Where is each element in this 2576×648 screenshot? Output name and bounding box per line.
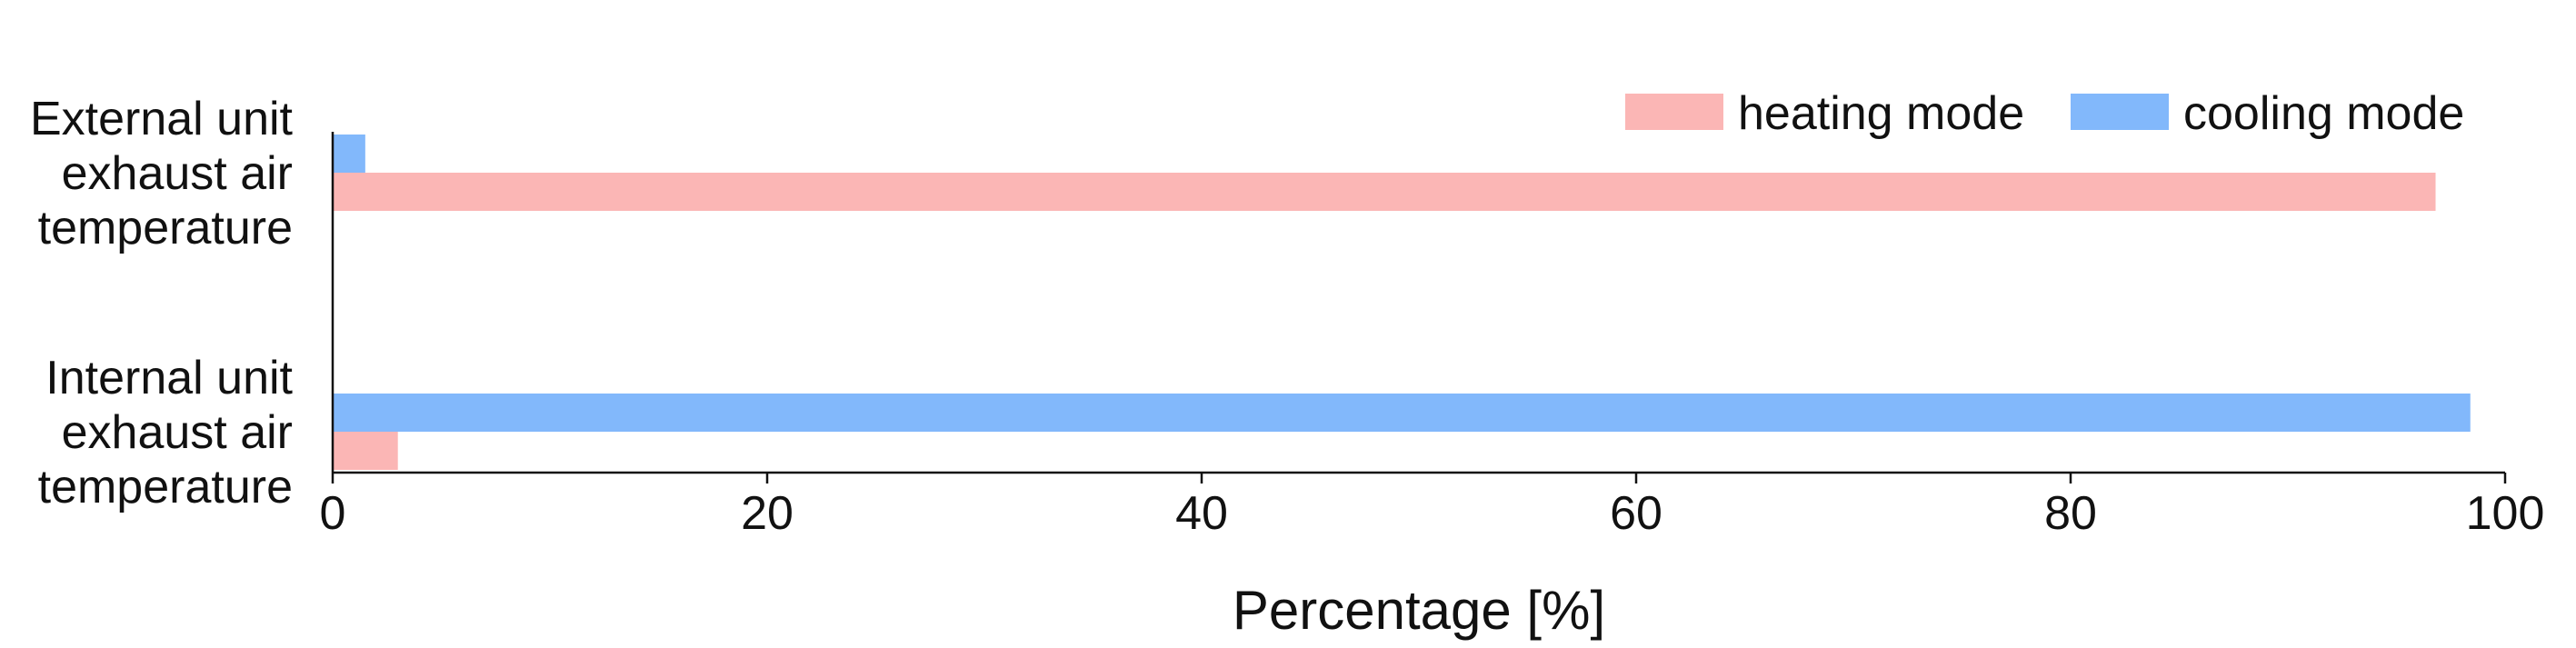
category-label: Internal unit exhaust air temperature (38, 352, 294, 513)
axes-layer (331, 132, 2507, 484)
legend-swatch-heating-mode (1625, 94, 1723, 130)
category-label-line: Internal unit (45, 352, 293, 404)
legend: heating mode cooling mode (1625, 87, 2464, 140)
x-tick-label: 60 (1610, 487, 1662, 540)
x-axis-label: Percentage [%] (1233, 580, 1605, 641)
legend-swatch-cooling-mode (2071, 94, 2169, 130)
bars-layer (333, 135, 2471, 470)
category-label-line: temperature (38, 202, 293, 254)
x-tick-label: 0 (320, 487, 346, 540)
bar-cooling-mode-1 (333, 135, 365, 173)
x-tick-label: 100 (2466, 487, 2545, 540)
bar-cooling-mode-2 (333, 394, 2471, 432)
category-label-line: exhaust air (62, 406, 293, 459)
legend-label-heating-mode: heating mode (1738, 87, 2024, 140)
category-label-line: exhaust air (62, 147, 293, 200)
bar-heating-mode-1 (333, 173, 2436, 211)
category-label-line: External unit (30, 93, 294, 145)
x-tick-label: 80 (2044, 487, 2097, 540)
category-label: External unit exhaust air temperature (30, 93, 294, 254)
legend-label-cooling-mode: cooling mode (2183, 87, 2464, 140)
category-label-line: temperature (38, 461, 293, 513)
x-tick-label: 20 (741, 487, 794, 540)
x-tick-label: 40 (1175, 487, 1228, 540)
bar-heating-mode-2 (333, 432, 398, 470)
